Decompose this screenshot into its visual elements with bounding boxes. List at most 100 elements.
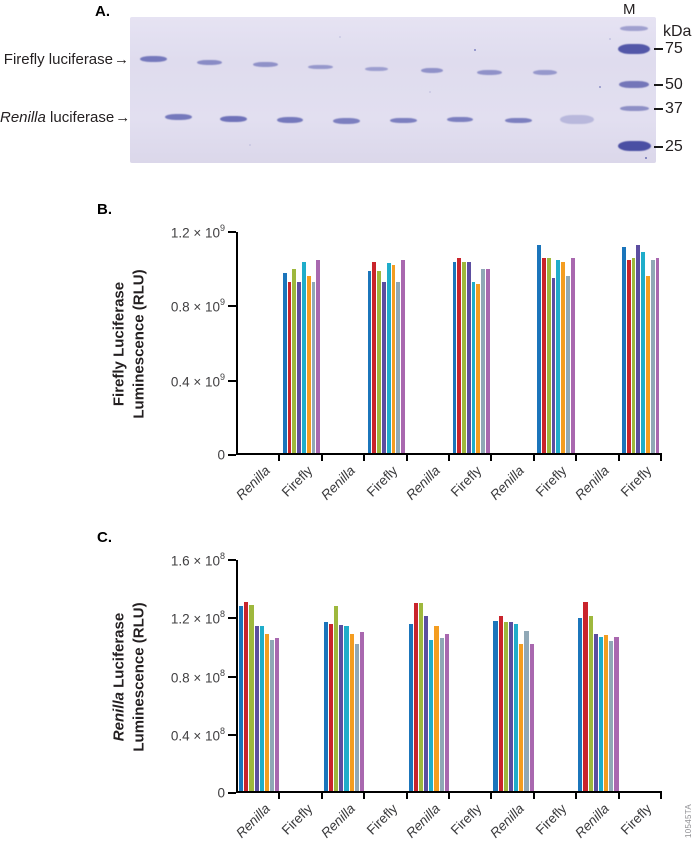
bar (508, 622, 514, 791)
x-tick (320, 453, 323, 461)
bar (413, 603, 418, 791)
bar (583, 601, 588, 791)
weight-tick (654, 108, 663, 110)
y-tick-label: 1.2 × 108 (170, 609, 225, 627)
x-tick (363, 791, 366, 799)
bar-group (238, 601, 280, 791)
bar (339, 625, 344, 791)
bar (476, 283, 481, 453)
y-tick-label: 1.6 × 108 (170, 550, 225, 569)
bar (556, 259, 561, 453)
bar-group (365, 259, 407, 453)
bar (434, 626, 439, 791)
x-tick (532, 453, 535, 461)
bar (622, 246, 626, 453)
bar (360, 632, 365, 791)
firefly-band (533, 70, 557, 75)
bar (598, 636, 604, 791)
bar (270, 639, 275, 791)
firefly-band (365, 67, 388, 71)
y-tick (228, 617, 236, 620)
bar (503, 622, 508, 791)
y-tick (228, 733, 236, 736)
panel-a-label: A. (95, 3, 110, 20)
x-category-label: Renilla (317, 801, 358, 841)
molecular-weight-label: 37 (654, 100, 683, 118)
bar (282, 272, 287, 453)
bar (396, 282, 401, 453)
arrow-right-icon: → (114, 51, 129, 68)
bar (311, 282, 316, 453)
bar (626, 259, 631, 453)
x-tick (490, 791, 493, 799)
x-tick (363, 453, 366, 461)
firefly-luciferase-row-label: Firefly luciferase→ (0, 51, 129, 68)
bar (418, 603, 424, 791)
bar (452, 261, 457, 453)
marker-lane-label: M (623, 1, 636, 18)
y-tick-label: 0.8 × 108 (170, 667, 225, 685)
bar (408, 623, 413, 791)
x-category-label: Firefly (363, 801, 401, 838)
x-category-label: Firefly (278, 801, 316, 838)
bar (462, 261, 466, 453)
renilla-luciferase-italic-text: Renilla (0, 109, 46, 126)
bar (466, 261, 471, 453)
weight-value: 50 (665, 76, 683, 93)
bar (264, 633, 270, 791)
panel-b-label: B. (97, 201, 112, 218)
gel-image (130, 17, 656, 163)
y-axis-title: Renilla Luciferase Luminescence (RLU) (110, 602, 149, 751)
y-axis-title-line2: Luminescence (RLU) (130, 269, 147, 419)
weight-tick (654, 146, 663, 148)
bar (249, 604, 254, 791)
bar-group (408, 603, 450, 791)
renilla-band (390, 118, 417, 123)
x-category-label: Firefly (617, 801, 655, 838)
renilla-band (333, 118, 360, 124)
bar-group (620, 244, 662, 453)
bar (238, 606, 244, 791)
x-tick (532, 791, 535, 799)
x-category-label: Renilla (233, 801, 273, 841)
bar (641, 252, 646, 453)
x-tick (490, 453, 493, 461)
bar-group (535, 244, 577, 453)
y-tick-label: 0.4 × 109 (170, 371, 225, 389)
x-category-label: Renilla (572, 801, 613, 841)
bar (486, 269, 490, 453)
bar (275, 638, 280, 791)
y-tick (228, 559, 236, 561)
bar (349, 633, 354, 791)
bar (650, 259, 655, 453)
y-axis-title-line2: Luminescence (RLU) (130, 602, 147, 752)
bar-group (323, 606, 365, 791)
weight-value: 75 (665, 40, 683, 57)
bar (391, 265, 396, 453)
y-tick (228, 231, 236, 233)
bar (316, 259, 321, 453)
y-tick-label: 0 (217, 447, 225, 463)
y-tick (228, 305, 236, 308)
bar-group (450, 257, 492, 453)
bar (323, 622, 328, 791)
firefly-band (477, 70, 502, 75)
firefly-luciferase-text: Firefly luciferase (3, 51, 113, 68)
firefly-band (140, 56, 167, 62)
bar (471, 282, 476, 453)
x-category-label: Firefly (278, 463, 316, 500)
x-tick (278, 791, 281, 799)
bar (529, 643, 534, 791)
bar (306, 276, 311, 453)
bar (519, 643, 524, 791)
bar (382, 282, 386, 453)
x-tick (660, 453, 662, 461)
bar (429, 639, 434, 791)
bar (609, 641, 614, 791)
bar (372, 261, 377, 453)
y-tick (228, 792, 236, 794)
renilla-band (560, 115, 594, 124)
bar-group (577, 601, 619, 791)
plot-area: 0 0.4 × 108 0.8 × 108 1.2 × 108 1.6 × 108 Ren… (171, 551, 662, 841)
x-category-label: Firefly (363, 463, 401, 500)
